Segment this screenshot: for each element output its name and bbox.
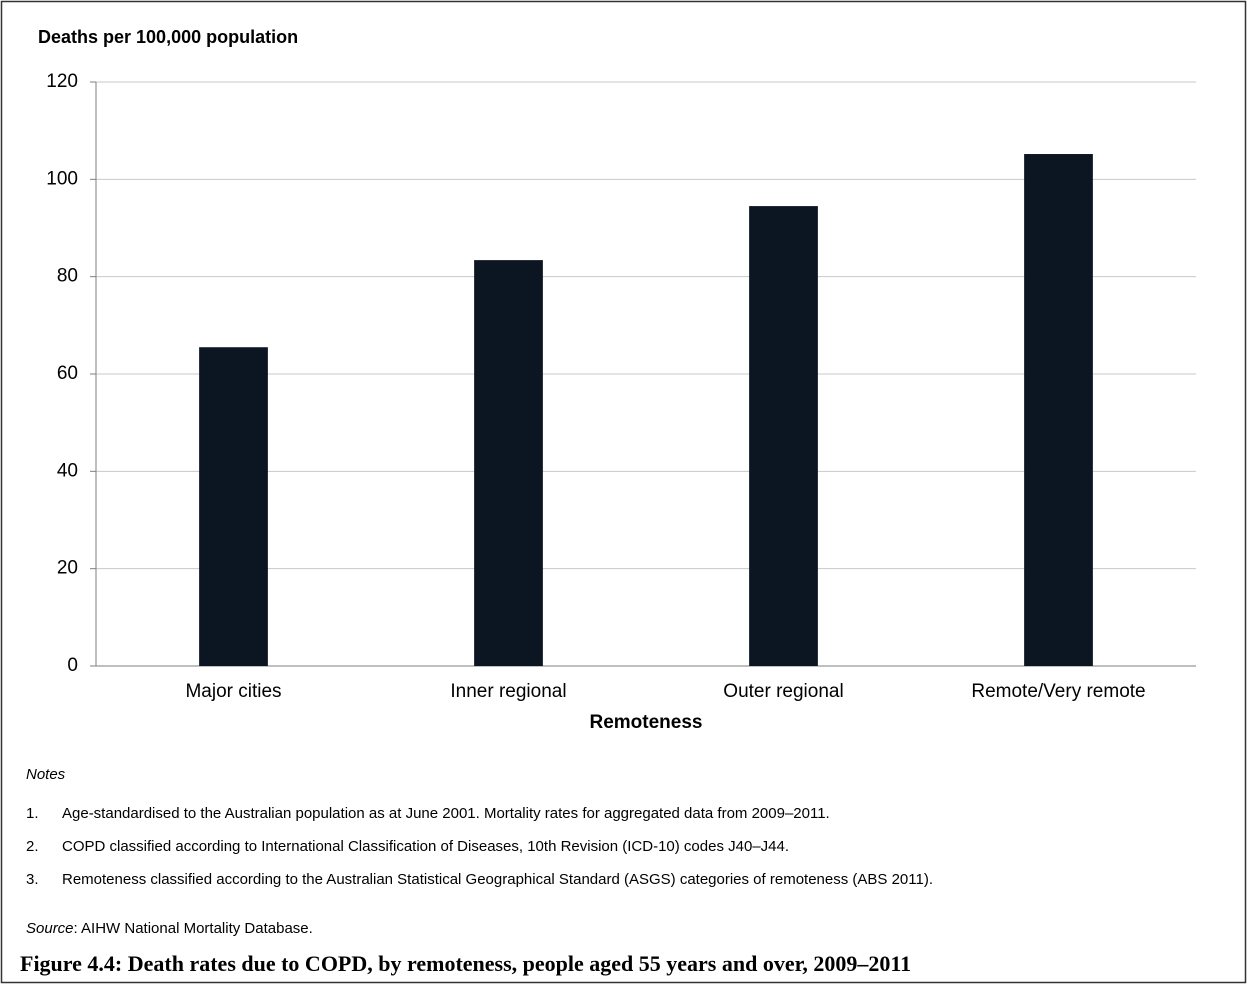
notes: 1. Age-standardised to the Australian pop… [26,805,933,888]
notes-heading: Notes [26,766,66,783]
bar [1024,154,1093,666]
x-tick-label: Outer regional [723,681,843,702]
x-tick-label: Inner regional [450,681,566,702]
caption: Figure 4.4: Death rates due to COPD, by … [20,951,911,976]
note-text: Remoteness classified according to the A… [62,871,933,888]
bar [199,347,268,666]
note-number: 3. [26,871,39,888]
source-label: Source [26,920,74,937]
source: Source: AIHW National Mortality Database… [26,920,313,937]
y-tick-label: 60 [57,363,78,384]
y-tick-label: 0 [67,655,78,676]
bar [749,206,818,666]
y-tick-label: 100 [46,168,78,189]
y-axis-title: Deaths per 100,000 population [38,27,298,47]
note-text: COPD classified according to Internation… [62,838,789,855]
note-number: 1. [26,805,39,822]
y-tick-label: 120 [46,71,78,92]
x-axis-title: Remoteness [590,712,703,733]
bar [474,260,543,666]
y-tick-label: 20 [57,558,78,579]
note-text: Age-standardised to the Australian popul… [62,805,830,822]
source-text: : AIHW National Mortality Database. [74,920,313,937]
y-tick-label: 80 [57,266,78,287]
y-tick-label: 40 [57,460,78,481]
note-number: 2. [26,838,39,855]
x-tick-label: Remote/Very remote [971,681,1145,702]
x-tick-label: Major cities [185,681,281,702]
